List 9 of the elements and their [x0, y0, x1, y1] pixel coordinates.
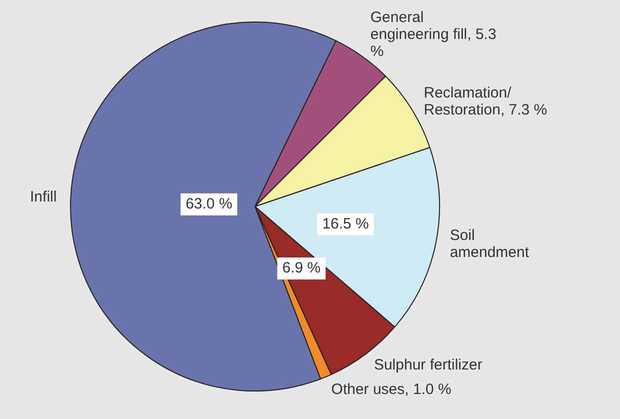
data-label: 16.5 %: [322, 215, 369, 232]
data-label: 6.9 %: [282, 260, 321, 277]
slice-label: Other uses, 1.0 %: [331, 380, 452, 398]
slice-label: Sulphur fertilizer: [374, 356, 482, 374]
slice-label: Reclamation/Restoration, 7.3 %: [424, 84, 548, 119]
slice-label: General engineering fill, 5.3 %: [370, 9, 496, 60]
data-label: 63.0 %: [186, 196, 232, 213]
slice-label: Soil amendment: [450, 227, 530, 262]
slice-label: Infill: [30, 188, 57, 206]
